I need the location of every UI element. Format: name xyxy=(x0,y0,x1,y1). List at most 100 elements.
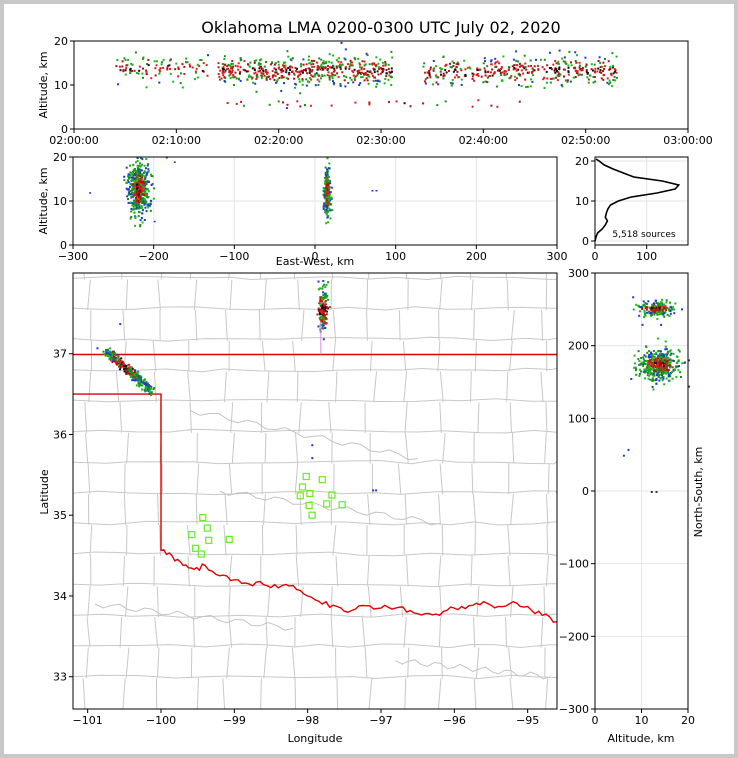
source-point xyxy=(330,197,333,200)
source-point xyxy=(271,61,273,64)
source-point xyxy=(105,348,107,351)
source-point xyxy=(651,357,654,360)
source-point xyxy=(328,162,331,165)
source-point xyxy=(514,79,517,82)
source-point xyxy=(247,70,250,73)
source-point xyxy=(320,315,323,318)
source-point xyxy=(670,352,673,355)
source-point xyxy=(663,354,665,357)
source-point xyxy=(141,193,144,196)
source-point xyxy=(131,70,133,72)
source-point xyxy=(145,167,147,170)
source-point xyxy=(351,61,354,64)
source-point xyxy=(343,79,346,82)
source-point xyxy=(327,65,329,67)
source-point xyxy=(681,362,684,365)
source-point xyxy=(657,366,660,369)
source-point xyxy=(379,58,382,61)
source-point xyxy=(548,67,551,69)
source-point xyxy=(299,92,302,95)
source-point xyxy=(277,63,280,66)
east-west-x-tick-label: 0 xyxy=(312,250,319,263)
source-point xyxy=(439,67,442,70)
source-point xyxy=(661,306,663,309)
source-point xyxy=(638,368,641,371)
source-point xyxy=(665,356,668,359)
source-point xyxy=(667,364,670,367)
source-point xyxy=(680,376,682,378)
source-point xyxy=(321,324,324,327)
source-point xyxy=(265,78,268,81)
source-point xyxy=(531,67,534,70)
source-point xyxy=(140,217,143,219)
source-point xyxy=(140,191,143,194)
source-point xyxy=(142,76,144,79)
source-point xyxy=(666,353,669,356)
source-point xyxy=(295,69,297,72)
source-point xyxy=(336,72,339,75)
source-point xyxy=(573,66,576,69)
source-point xyxy=(554,59,557,62)
source-point xyxy=(261,67,264,70)
source-point xyxy=(326,168,328,171)
lma-stations xyxy=(188,472,346,558)
source-point xyxy=(226,64,229,67)
source-point xyxy=(242,68,245,71)
source-point xyxy=(129,366,132,369)
source-point xyxy=(435,65,437,68)
source-point xyxy=(259,63,262,65)
plan-view-y-tick-label: 36 xyxy=(53,428,67,441)
source-point xyxy=(304,68,307,71)
source-point xyxy=(358,62,361,65)
source-point xyxy=(314,73,316,76)
source-point xyxy=(599,66,602,69)
source-point xyxy=(359,63,361,66)
source-point xyxy=(648,369,651,372)
source-point xyxy=(323,320,326,323)
source-point xyxy=(460,83,463,86)
source-point xyxy=(645,370,647,373)
source-point xyxy=(648,364,651,367)
source-point xyxy=(109,351,112,354)
source-point xyxy=(296,100,299,103)
source-point xyxy=(232,74,235,77)
source-point xyxy=(655,374,658,377)
source-point xyxy=(677,348,680,351)
source-point xyxy=(149,209,152,212)
source-point xyxy=(359,76,362,79)
source-point xyxy=(594,67,597,70)
source-point xyxy=(326,306,329,309)
source-point xyxy=(146,180,149,183)
source-point xyxy=(133,173,136,175)
source-point xyxy=(320,296,323,299)
source-point xyxy=(357,57,360,60)
source-point xyxy=(130,172,133,175)
source-point xyxy=(642,300,645,303)
source-point xyxy=(134,224,137,227)
source-point xyxy=(141,197,144,200)
source-point xyxy=(469,67,472,70)
source-point xyxy=(665,377,668,380)
state-borders xyxy=(73,353,557,623)
source-point xyxy=(338,63,341,66)
source-point xyxy=(601,65,604,68)
source-point xyxy=(665,372,668,375)
source-point xyxy=(669,301,672,304)
source-point xyxy=(657,358,659,361)
source-point xyxy=(325,283,328,286)
source-point xyxy=(327,67,330,70)
source-point xyxy=(566,80,569,83)
source-point xyxy=(604,58,606,60)
state-border xyxy=(73,353,557,551)
source-point xyxy=(659,377,662,380)
source-point xyxy=(145,181,148,184)
source-point xyxy=(323,189,326,192)
source-point xyxy=(455,63,458,66)
source-point xyxy=(352,74,355,77)
source-point xyxy=(460,78,463,81)
time-height-x-tick-label: 02:00:00 xyxy=(49,134,98,147)
source-point xyxy=(286,103,289,106)
source-point xyxy=(115,65,118,68)
source-point xyxy=(325,62,327,65)
source-point xyxy=(660,354,663,357)
